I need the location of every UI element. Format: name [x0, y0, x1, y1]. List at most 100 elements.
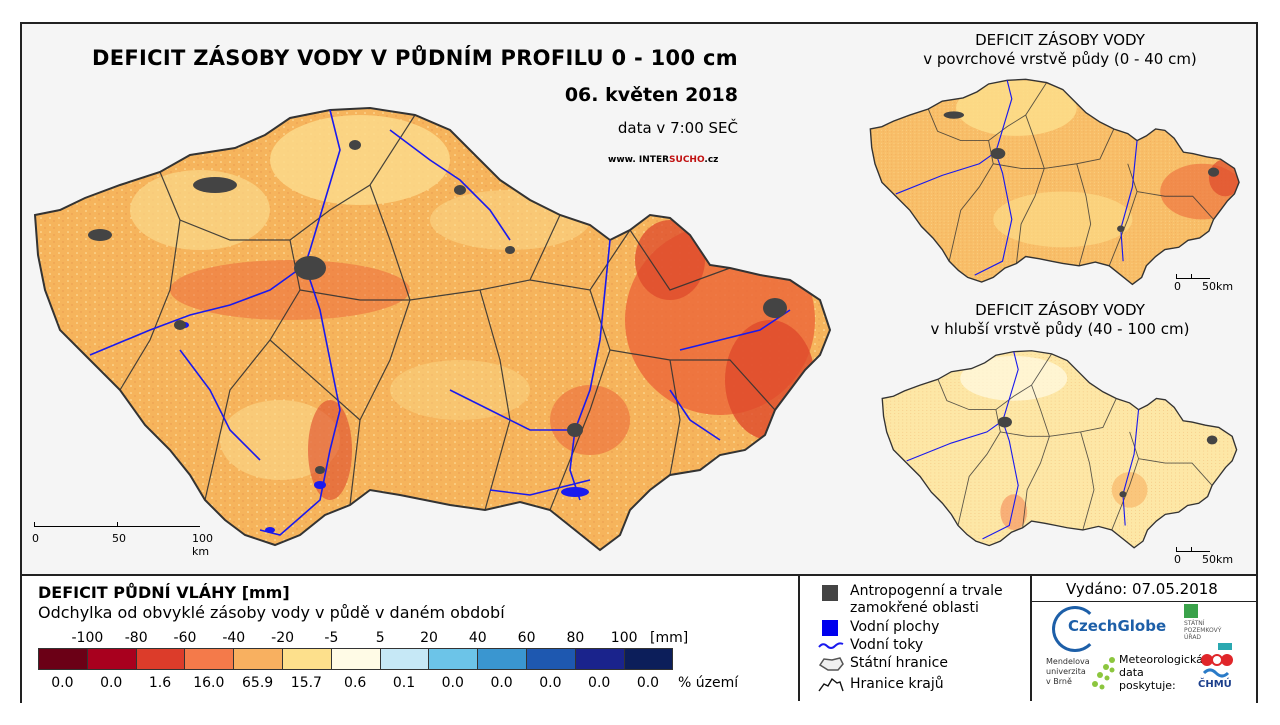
- mendel-logo-line3: v Brně: [1046, 677, 1072, 686]
- inset-top-title: DEFICIT ZÁSOBY VODY v povrchové vrstvě p…: [880, 31, 1240, 69]
- issued-underline: [1032, 601, 1256, 602]
- inset-top-title-line1: DEFICIT ZÁSOBY VODY: [975, 31, 1145, 49]
- website-prefix: www. INTER: [608, 155, 670, 165]
- issued-date: Vydáno: 07.05.2018: [1066, 580, 1218, 598]
- chmu-logo: ČHMÚ: [1198, 643, 1238, 693]
- spu-logo: STÁTNÍ POZEMKOVÝ ÚŘAD: [1184, 604, 1221, 641]
- urban-area-icon: [822, 585, 838, 601]
- legend-title: DEFICIT PŮDNÍ VLÁHY [mm]: [38, 583, 290, 602]
- legend-percentage: 0.0: [51, 675, 74, 691]
- legend-urban-label: Antropogenní a trvale zamokřené oblasti: [850, 583, 1003, 616]
- map-date: 06. květen 2018: [564, 84, 738, 106]
- legend-percentage: 0.0: [490, 675, 513, 691]
- inset-top-title-line2: v povrchové vrstvě půdy (0 - 40 cm): [923, 50, 1197, 68]
- spu-logo-line3: ÚŘAD: [1184, 634, 1202, 641]
- legend-state-border-label: Státní hranice: [850, 655, 948, 671]
- legend-color-swatch: [526, 649, 576, 669]
- main-title: DEFICIT ZÁSOBY VODY V PŮDNÍM PROFILU 0 -…: [92, 46, 738, 70]
- legend-break: 80: [566, 630, 585, 646]
- inset-bottom-title-line1: DEFICIT ZÁSOBY VODY: [975, 301, 1145, 319]
- main-scale-label-0: 0: [32, 532, 39, 545]
- legend-percentage: 0.0: [100, 675, 123, 691]
- legend-color-swatch: [282, 649, 332, 669]
- legend-color-scale: [38, 648, 674, 670]
- legend-color-swatch: [478, 649, 527, 669]
- inset-top-scale-bar: 0 50km: [1174, 274, 1246, 293]
- meteo-line2: data: [1119, 666, 1144, 679]
- legend-break: -60: [173, 630, 197, 646]
- legend-state-border: Státní hranice: [818, 655, 948, 673]
- website-highlight: SUCHO: [669, 155, 705, 165]
- legend-break: 20: [420, 630, 438, 646]
- chmu-logo-text: ČHMÚ: [1198, 679, 1232, 690]
- legend-breaks: -100 -80 -60 -40 -20 -5 5 20 40 60 80 10…: [63, 630, 649, 646]
- legend-break: -80: [124, 630, 148, 646]
- website-link[interactable]: www. INTERSUCHO.cz: [608, 155, 718, 165]
- legend-percentage: 15.7: [290, 675, 322, 691]
- legend-percentage: 1.6: [148, 675, 172, 691]
- legend-break: 60: [517, 630, 536, 646]
- spu-logo-line1: STÁTNÍ: [1184, 620, 1205, 627]
- legend-percentage: 0.1: [392, 675, 416, 691]
- region-border-icon: [818, 677, 844, 692]
- legend-water-bodies-label: Vodní plochy: [850, 619, 940, 635]
- legend-percentage: 16.0: [193, 675, 225, 691]
- mendel-dots-icon: [1092, 657, 1115, 690]
- meteo-line3: poskytuje:: [1119, 679, 1176, 692]
- inset-bottom-title: DEFICIT ZÁSOBY VODY v hlubší vrstvě půdy…: [880, 301, 1240, 339]
- legend-break: 100: [610, 630, 638, 646]
- legend-subtitle: Odchylka od obvyklé zásoby vody v půdě v…: [38, 603, 505, 622]
- czechglobe-logo-text: CzechGlobe: [1068, 617, 1167, 635]
- legend-color-swatch: [185, 649, 235, 669]
- legend-percentage: 0.6: [344, 675, 367, 691]
- inset-bottom-scale-0: 0: [1174, 553, 1181, 566]
- legend-color-swatch: [331, 649, 381, 669]
- legend-percentages: 0.0 0.0 1.6 16.0 65.9 15.7 0.6 0.1 0.0 0…: [38, 675, 672, 691]
- legend-color-swatch: [624, 649, 673, 669]
- main-scale-label-100: 100 km: [192, 532, 213, 558]
- main-map: [33, 106, 832, 552]
- legend-percent-unit: % území: [678, 675, 739, 691]
- inset-top-scale-0: 0: [1174, 280, 1181, 293]
- legend-percentage: 0.0: [588, 675, 611, 691]
- legend-regions: Hranice krajů: [818, 676, 944, 694]
- legend-break: 5: [375, 630, 385, 646]
- meteo-data-note: Meteorologická data poskytuje:: [1119, 653, 1203, 692]
- website-suffix: .cz: [704, 155, 719, 165]
- main-scale-bar: 0 50 100 km: [32, 522, 214, 558]
- water-body-icon: [822, 620, 838, 636]
- legend-rivers: Vodní toky: [818, 637, 923, 655]
- legend-break: -5: [324, 630, 339, 646]
- legend-break-unit: [mm]: [650, 630, 689, 646]
- legend-divider-left: [798, 574, 800, 701]
- legend-break: -40: [222, 630, 246, 646]
- czechglobe-logo: CzechGlobe: [1052, 606, 1170, 652]
- inset-map-deep: [881, 350, 1238, 549]
- legend-break: -20: [271, 630, 295, 646]
- legend-water-bodies: Vodní plochy: [818, 619, 939, 637]
- legend-color-swatch: [136, 649, 186, 669]
- legend-break: 40: [468, 630, 487, 646]
- legend-color-swatch: [39, 649, 88, 669]
- mendel-logo-line1: Mendelova: [1046, 657, 1090, 666]
- data-time: data v 7:00 SEČ: [617, 119, 738, 137]
- legend-percentage: 0.0: [636, 675, 660, 691]
- legend-panel: [22, 574, 1256, 703]
- legend-color-swatch: [575, 649, 625, 669]
- legend-percentage: 0.0: [441, 675, 464, 691]
- legend-color-swatch: [234, 649, 283, 669]
- legend-regions-label: Hranice krajů: [850, 676, 944, 692]
- legend-color-swatch: [87, 649, 137, 669]
- legend-color-swatch: [380, 649, 430, 669]
- mendel-logo-line2: univerzita: [1046, 667, 1086, 676]
- inset-bottom-title-line2: v hlubší vrstvě půdy (40 - 100 cm): [930, 320, 1190, 338]
- spu-logo-line2: POZEMKOVÝ: [1184, 627, 1222, 634]
- inset-bottom-scale-bar: 0 50km: [1174, 547, 1246, 566]
- legend-color-swatch: [429, 649, 479, 669]
- chmu-logo-icon: [1201, 643, 1233, 678]
- main-scale-label-50: 50: [112, 532, 126, 545]
- legend-percentage: 0.0: [539, 675, 562, 691]
- river-icon: [818, 642, 844, 649]
- inset-top-scale-50: 50km: [1202, 280, 1234, 293]
- legend-urban: Antropogenní a trvale zamokřené oblasti: [818, 583, 1020, 617]
